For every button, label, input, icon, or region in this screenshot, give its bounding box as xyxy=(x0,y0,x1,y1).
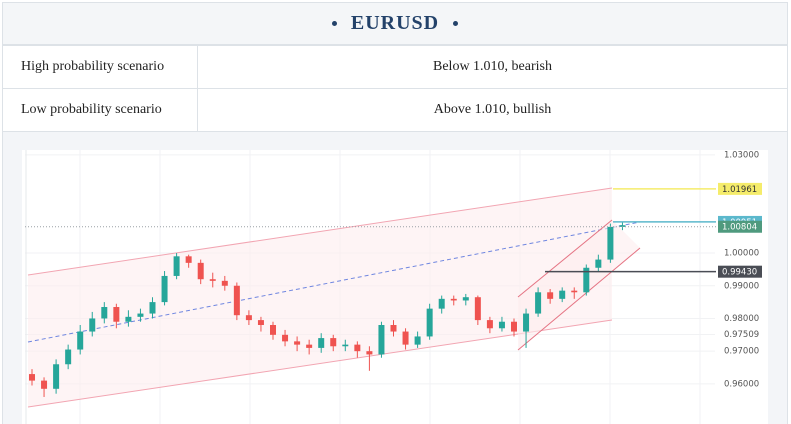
header: EURUSD xyxy=(2,2,788,45)
candle-body xyxy=(330,338,337,347)
scenario-table: High probability scenario Below 1.010, be… xyxy=(2,45,788,132)
candle-body xyxy=(65,349,72,365)
level-label: 0.99430 xyxy=(722,268,757,278)
candles xyxy=(29,221,626,397)
candle-body xyxy=(197,262,204,280)
candle-body xyxy=(486,320,493,329)
level-label: 1.00804 xyxy=(722,223,757,233)
candle-body xyxy=(474,297,481,321)
candle-body xyxy=(366,351,373,355)
candle-body xyxy=(511,321,517,332)
candle-body xyxy=(426,308,433,337)
row: Low probability scenario Above 1.010, bul… xyxy=(2,88,788,132)
candle-body xyxy=(101,307,108,319)
bullet xyxy=(331,21,337,26)
candle-body xyxy=(294,341,301,345)
trend-line xyxy=(27,221,641,343)
candle-body xyxy=(547,292,554,299)
candle-body xyxy=(209,279,216,281)
channel-line xyxy=(27,187,613,276)
y-tick-label: 0.96000 xyxy=(724,379,759,389)
y-tick-label: 0.97509 xyxy=(724,330,759,340)
candle-body xyxy=(535,292,542,314)
level-label-box xyxy=(718,182,762,195)
candle-body xyxy=(523,313,530,332)
channel-line xyxy=(517,247,641,351)
candle-body xyxy=(29,374,35,381)
y-tick-label: 1.03000 xyxy=(724,150,759,160)
candle-body xyxy=(462,297,469,301)
candle-body xyxy=(185,256,192,263)
candle-body xyxy=(378,325,385,355)
candle-body xyxy=(402,331,409,345)
y-tick-label: 0.98000 xyxy=(724,314,759,324)
candle-body xyxy=(595,259,602,268)
level-label-box xyxy=(718,220,762,233)
candle-body xyxy=(233,285,240,316)
y-tick-label: 0.99000 xyxy=(724,281,759,291)
level-label: 1.01961 xyxy=(722,185,757,195)
candle-body xyxy=(354,344,361,352)
candle-body xyxy=(173,256,180,276)
candle-body xyxy=(607,226,614,260)
candle-body xyxy=(53,364,60,389)
candle-body xyxy=(282,334,289,342)
y-tick-label: 0.97000 xyxy=(724,347,759,357)
title: EURUSD xyxy=(350,12,440,34)
candle-body xyxy=(342,344,349,347)
y-tick-label: 1.00000 xyxy=(724,249,759,259)
candle-body xyxy=(619,225,626,227)
candle-body xyxy=(125,316,132,322)
cell: Low probability scenario xyxy=(2,88,198,132)
candle-body xyxy=(559,290,566,299)
candle-body xyxy=(245,315,252,321)
cell: High probability scenario xyxy=(2,45,198,89)
level-label-box xyxy=(718,265,762,278)
channel-line xyxy=(517,219,613,298)
candle-body xyxy=(390,325,397,332)
candle-body xyxy=(221,280,228,286)
cell: Above 1.010, bullish xyxy=(197,88,788,132)
candle-body xyxy=(306,344,313,348)
candle-body xyxy=(41,380,48,389)
candle-body xyxy=(257,320,264,326)
candle-body xyxy=(149,302,156,314)
candle-body xyxy=(270,325,276,335)
candle-body xyxy=(414,336,421,345)
candle-body xyxy=(77,331,84,350)
candle-body xyxy=(571,290,578,293)
candle-body xyxy=(498,321,505,329)
channel-fill xyxy=(28,188,612,407)
candle-body xyxy=(89,318,96,332)
candle-body xyxy=(113,307,120,322)
channel-line xyxy=(27,319,613,408)
candle-body xyxy=(450,298,457,301)
candle-body xyxy=(583,267,590,293)
candle-body xyxy=(161,275,168,303)
candle-body xyxy=(318,338,325,348)
candle-body xyxy=(137,313,144,317)
bullet xyxy=(453,21,459,26)
candle-body xyxy=(438,298,445,309)
